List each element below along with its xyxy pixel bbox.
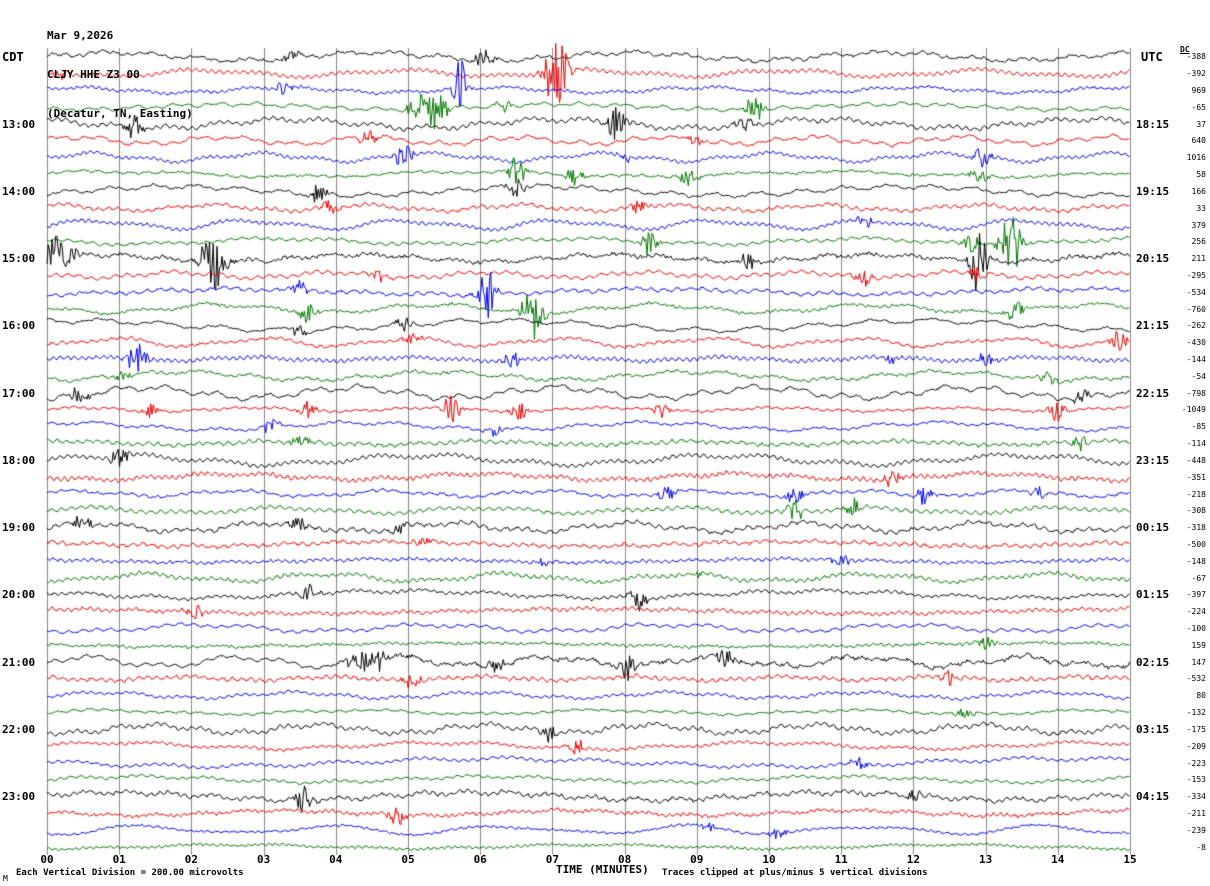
- x-tick-label: 10: [762, 853, 776, 866]
- hour-label-utc: 21:15: [1136, 319, 1170, 333]
- dc-offset-value: -148: [1186, 556, 1206, 566]
- x-tick-label: 03: [256, 853, 271, 866]
- x-tick-label: 12: [906, 853, 921, 866]
- dc-offset-value: -534: [1186, 287, 1206, 297]
- hour-label-utc: 00:15: [1136, 521, 1170, 535]
- dc-offset-value: 58: [1196, 170, 1206, 180]
- x-tick-label: 02: [184, 853, 199, 866]
- dc-offset-value: 80: [1196, 691, 1206, 701]
- dc-offset-value: -448: [1186, 455, 1206, 465]
- hour-label-utc: 22:15: [1136, 386, 1170, 400]
- hour-label-cdt: 23:00: [2, 790, 36, 804]
- dc-offset-value: -209: [1186, 741, 1206, 751]
- dc-offset-value: -100: [1186, 624, 1206, 634]
- dc-offset-value: -308: [1186, 506, 1206, 516]
- hour-label-cdt: 17:00: [2, 386, 36, 400]
- dc-offset-value: -392: [1186, 69, 1206, 79]
- dc-offset-value: -8: [1196, 842, 1206, 852]
- hour-label-utc: 04:15: [1136, 790, 1170, 804]
- hour-label-cdt: 13:00: [2, 117, 36, 131]
- location-label: (Decatur, TN, Easting): [47, 107, 193, 120]
- x-tick-label: 09: [690, 853, 704, 866]
- dc-offset-value: -223: [1186, 758, 1206, 768]
- hour-label-utc: 19:15: [1136, 184, 1170, 198]
- left-timezone-label: CDT: [2, 50, 24, 64]
- dc-offset-value: -1049: [1181, 405, 1206, 415]
- x-tick-label: 13: [978, 853, 993, 866]
- dc-offset-value: -798: [1186, 388, 1206, 398]
- dc-offset-value: -239: [1186, 825, 1206, 835]
- dc-offset-value: -318: [1186, 523, 1206, 533]
- dc-offset-value: -334: [1186, 792, 1206, 802]
- dc-offset-value: -430: [1186, 338, 1206, 348]
- dc-offset-value: -175: [1186, 724, 1206, 734]
- hour-label-utc: 18:15: [1136, 117, 1170, 131]
- dc-offset-value: -114: [1186, 439, 1206, 449]
- dc-offset-value: 166: [1191, 186, 1206, 196]
- dc-offset-value: -85: [1191, 422, 1206, 432]
- x-tick-label: 07: [545, 853, 560, 866]
- x-axis-title: TIME (MINUTES): [556, 863, 649, 876]
- dc-offset-value: -67: [1191, 573, 1206, 583]
- dc-offset-value: -211: [1186, 808, 1206, 818]
- dc-offset-value: 211: [1191, 254, 1206, 264]
- dc-offset-value: 159: [1191, 640, 1206, 650]
- plot-header: Mar 9,2026 CLJY HHE Z3 00 (Decatur, TN, …: [47, 3, 193, 146]
- clip-note: Traces clipped at plus/minus 5 vertical …: [662, 868, 928, 878]
- hour-label-cdt: 21:00: [2, 655, 36, 669]
- dc-offset-value: 37: [1196, 119, 1206, 129]
- dc-offset-value: -760: [1186, 304, 1206, 314]
- dc-offset-value: -351: [1186, 472, 1206, 482]
- x-tick-label: 01: [112, 853, 126, 866]
- dc-offset-value: 1016: [1186, 153, 1206, 163]
- x-tick-label: 11: [834, 853, 848, 866]
- hour-label-cdt: 16:00: [2, 319, 36, 333]
- dc-offset-value: -132: [1186, 708, 1206, 718]
- right-timezone-label: UTC: [1141, 50, 1163, 64]
- scale-note: Each Vertical Division = 200.00 microvol…: [16, 868, 244, 878]
- station-label: CLJY HHE Z3 00: [47, 68, 140, 81]
- dc-offset-value: 256: [1191, 237, 1206, 247]
- x-tick-label: 06: [473, 853, 487, 866]
- dc-offset-value: -397: [1186, 590, 1206, 600]
- hour-label-cdt: 18:00: [2, 453, 36, 467]
- dc-offset-value: -388: [1186, 52, 1206, 62]
- hour-label-utc: 23:15: [1136, 453, 1170, 467]
- dc-offset-value: -218: [1186, 489, 1206, 499]
- hour-label-cdt: 22:00: [2, 722, 36, 736]
- dc-offset-value: -500: [1186, 539, 1206, 549]
- dc-offset-value: 640: [1191, 136, 1206, 146]
- hour-label-utc: 20:15: [1136, 252, 1170, 266]
- dc-offset-value: 379: [1191, 220, 1206, 230]
- x-tick-label: 15: [1123, 853, 1137, 866]
- x-tick-label: 04: [329, 853, 343, 866]
- hour-label-utc: 01:15: [1136, 588, 1170, 602]
- x-tick-label: 08: [617, 853, 632, 866]
- dc-offset-value: -144: [1186, 355, 1206, 365]
- corner-mark: M: [3, 874, 8, 883]
- hour-label-cdt: 20:00: [2, 588, 36, 602]
- x-tick-label: 14: [1051, 853, 1065, 866]
- hour-label-cdt: 15:00: [2, 252, 36, 266]
- hour-label-cdt: 14:00: [2, 184, 36, 198]
- dc-offset-value: 33: [1196, 203, 1206, 213]
- dc-column-header: DC: [1180, 45, 1190, 54]
- hour-label-utc: 02:15: [1136, 655, 1170, 669]
- hour-label-cdt: 19:00: [2, 521, 36, 535]
- dc-offset-value: 147: [1191, 657, 1206, 667]
- dc-offset-value: -532: [1186, 674, 1206, 684]
- date-label: Mar 9,2026: [47, 29, 114, 42]
- x-tick-label: 05: [401, 853, 415, 866]
- x-tick-label: 00: [40, 853, 54, 866]
- dc-offset-value: -54: [1191, 371, 1206, 381]
- dc-offset-value: -262: [1186, 321, 1206, 331]
- dc-offset-value: 969: [1191, 86, 1206, 96]
- dc-offset-value: -65: [1191, 102, 1206, 112]
- hour-label-utc: 03:15: [1136, 722, 1170, 736]
- dc-offset-value: -295: [1186, 270, 1206, 280]
- dc-offset-value: -224: [1186, 607, 1206, 617]
- dc-offset-value: -153: [1186, 775, 1206, 785]
